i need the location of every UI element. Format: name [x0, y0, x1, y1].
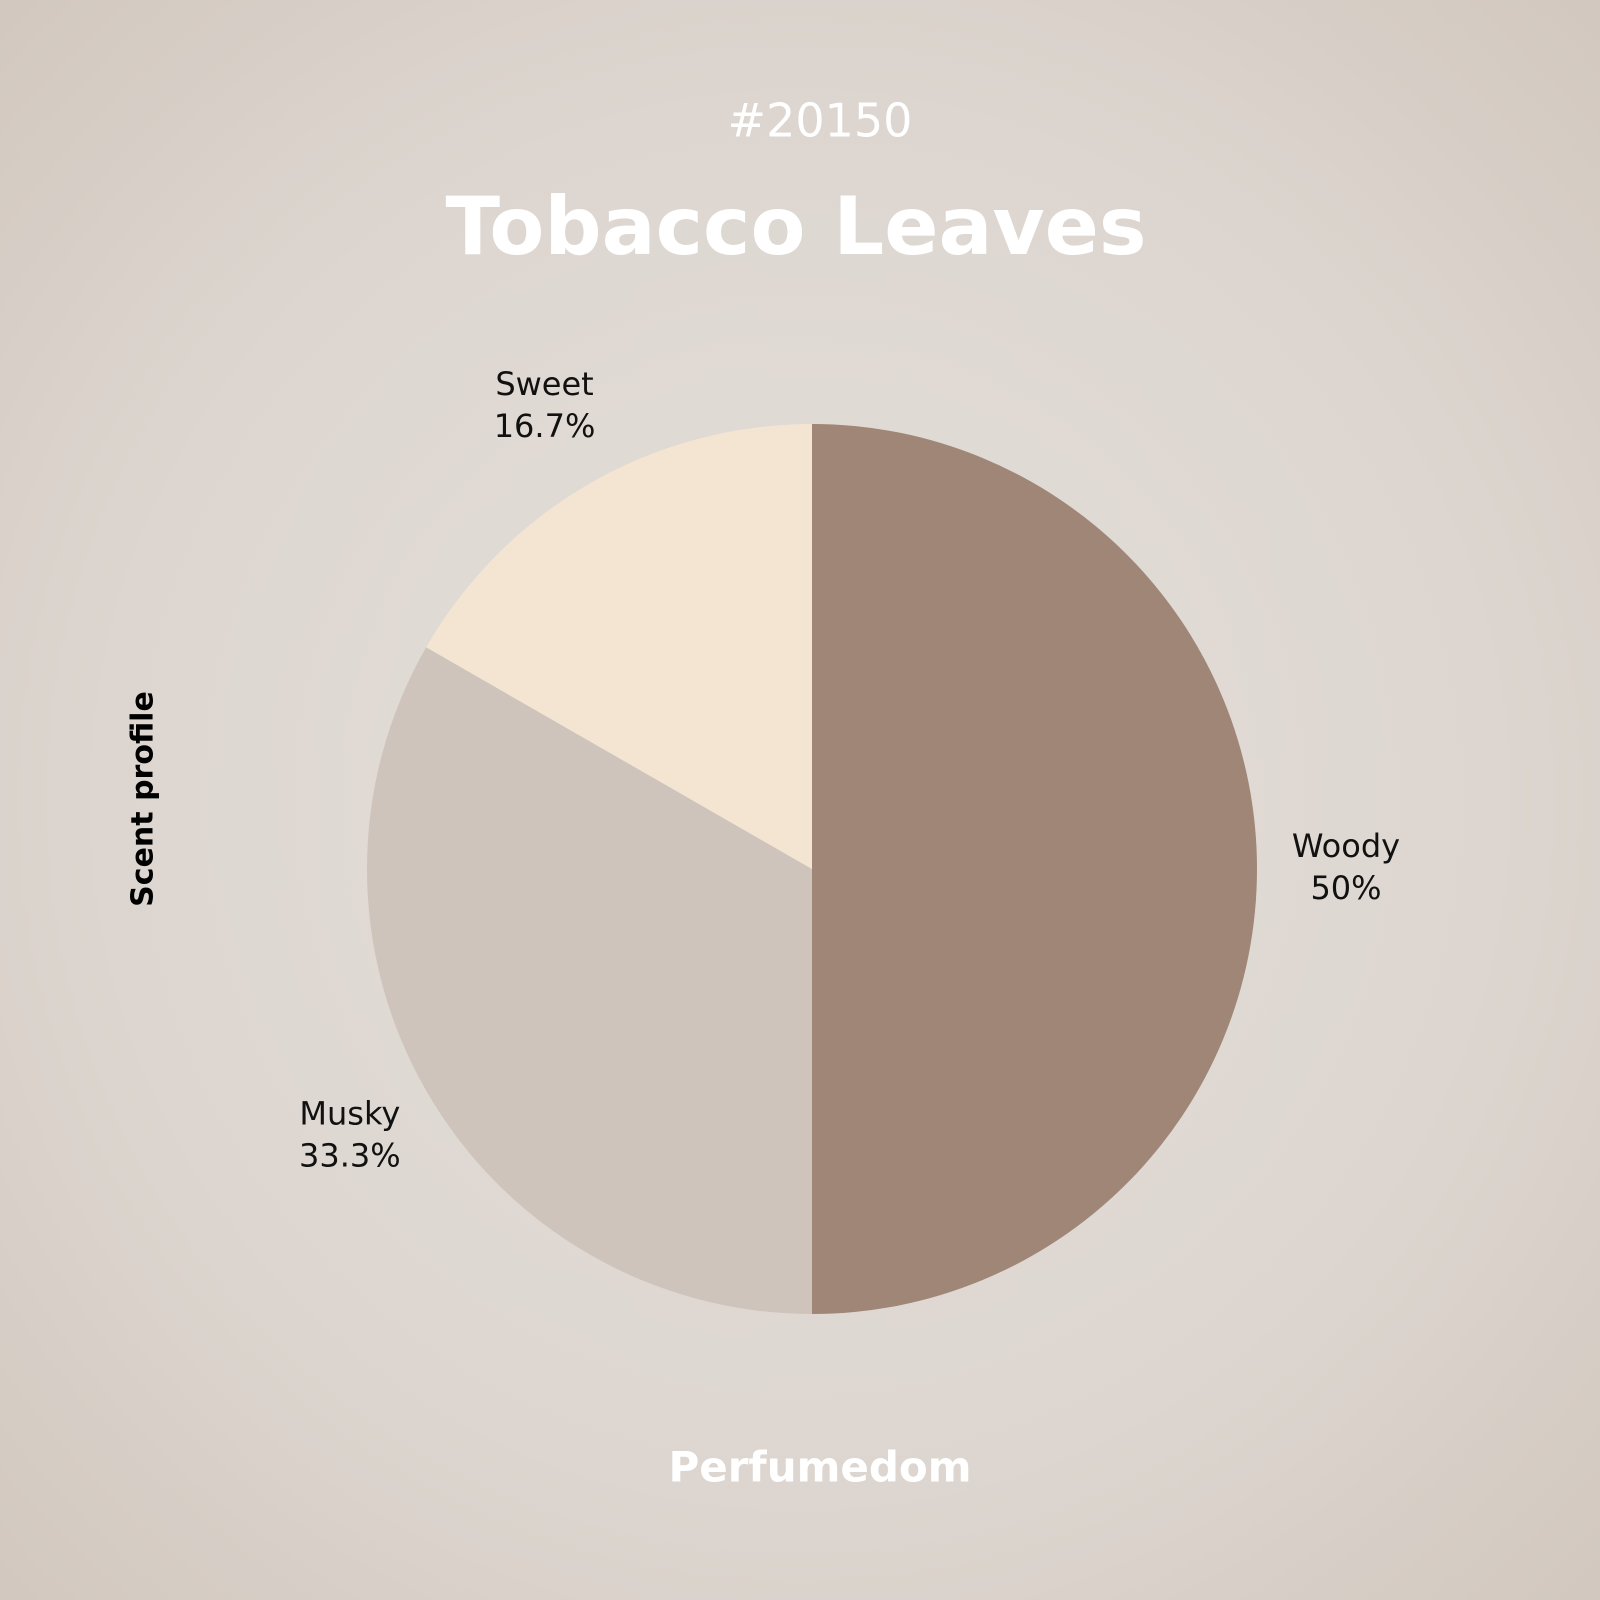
pie: Woody 50% Musky 33.3% Sweet 16.7%: [299, 365, 1400, 1314]
chart-title: Tobacco Leaves: [445, 180, 1146, 273]
slice-label: Musky: [299, 1094, 400, 1132]
slice-label: Sweet: [495, 365, 593, 403]
slice-label: Woody: [1292, 827, 1400, 865]
axis-label: Scent profile: [126, 691, 161, 907]
chart-subtitle: #20150: [728, 94, 913, 148]
pie-slice: [812, 424, 1257, 1314]
value-label: 33.3%: [299, 1136, 401, 1174]
footer: Perfumedom: [668, 1443, 971, 1492]
value-label: 16.7%: [494, 407, 596, 445]
pie-slice: [366, 647, 812, 1314]
value-label: 50%: [1310, 869, 1381, 907]
pie-slice: [426, 424, 812, 869]
